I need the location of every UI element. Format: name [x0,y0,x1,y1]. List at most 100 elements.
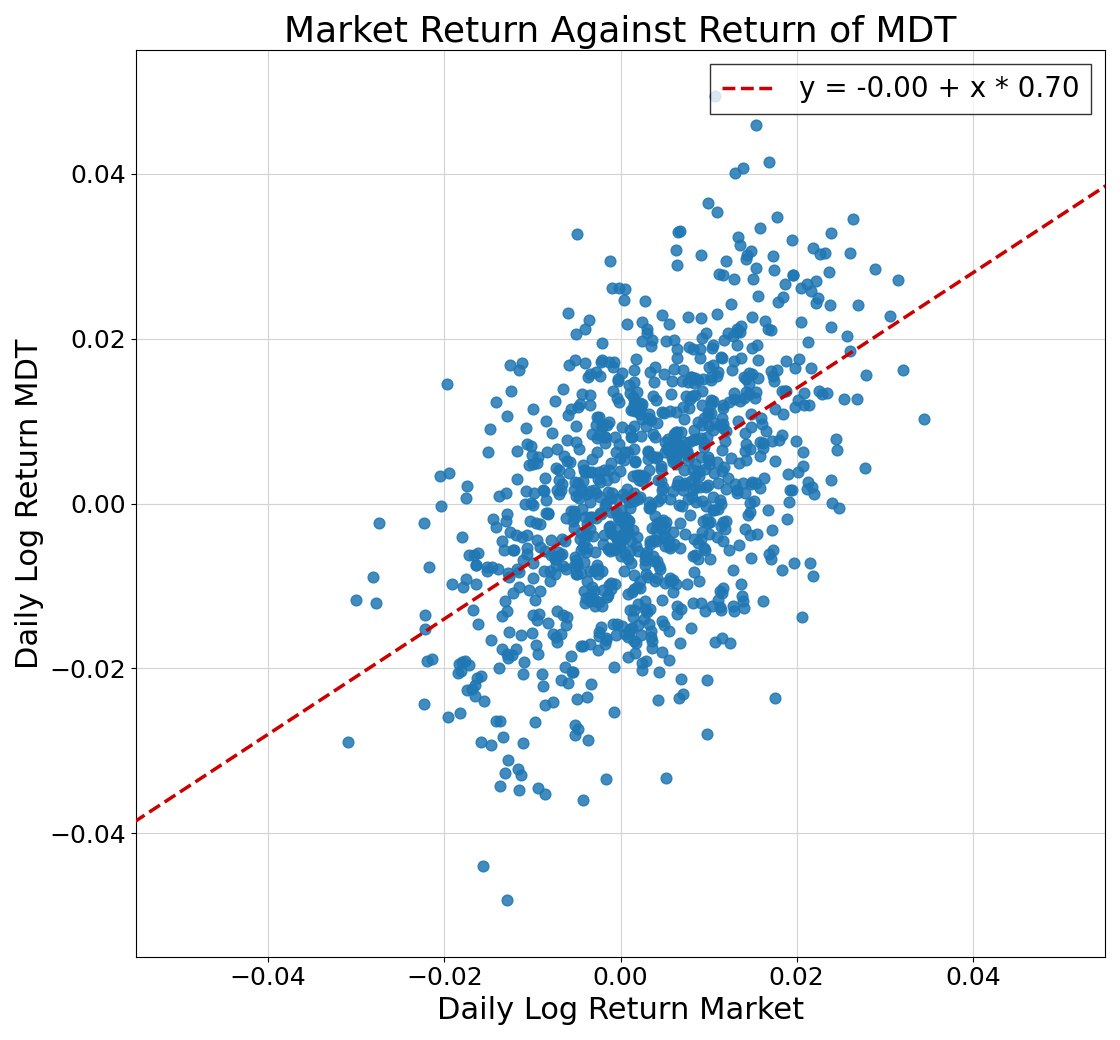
Point [692,246,710,263]
Point [502,383,520,399]
Point [792,314,810,331]
Point [690,463,708,479]
Point [642,623,660,640]
Point [774,288,792,305]
Point [529,448,547,465]
Point [576,464,594,480]
Point [682,368,700,385]
Point [679,491,697,508]
Point [590,474,608,491]
Point [638,569,656,586]
Point [647,449,665,466]
Point [558,609,576,626]
Point [459,656,477,673]
Point [596,430,614,446]
Point [697,542,715,558]
Point [552,626,570,643]
Point [603,490,620,506]
Point [692,531,710,548]
Point [625,417,643,434]
Point [642,496,660,513]
Point [608,616,626,632]
Point [517,483,535,499]
Point [748,525,766,542]
Point [699,404,717,420]
Point [652,473,670,490]
Point [766,400,784,417]
Point [915,411,933,427]
Point [661,316,679,333]
Point [661,402,679,419]
Point [759,546,777,563]
Point [759,502,777,519]
Point [813,386,831,402]
Point [564,665,582,681]
Point [736,368,754,385]
Point [612,547,629,564]
Point [622,500,640,517]
Point [780,494,797,511]
Point [718,422,736,439]
Point [601,540,619,556]
Point [585,563,603,579]
Point [650,492,668,509]
Point [715,580,732,597]
Point [771,432,788,448]
Point [672,671,690,687]
Point [580,509,598,525]
Point [600,414,618,431]
Point [681,399,699,416]
Point [645,374,663,391]
Point [674,482,692,498]
Point [625,485,643,501]
Point [553,476,571,493]
Point [618,517,636,534]
Point [633,626,651,643]
Point [612,449,629,466]
Point [644,387,662,404]
Point [866,261,884,278]
Point [666,456,684,472]
Point [646,428,664,445]
Title: Market Return Against Return of MDT: Market Return Against Return of MDT [284,15,956,49]
Point [600,354,618,370]
Point [717,253,735,269]
Point [699,515,717,531]
Point [590,426,608,443]
Point [587,364,605,381]
Point [653,644,671,660]
Point [778,511,796,527]
Point [556,532,573,549]
Point [711,491,729,508]
Point [594,563,612,579]
Point [709,500,727,517]
Point [738,248,756,264]
Point [696,602,713,619]
Point [741,406,759,422]
Point [685,564,703,580]
Point [702,371,720,388]
Point [655,574,673,591]
Point [622,401,640,418]
Point [702,395,720,412]
Point [660,536,678,552]
Point [588,444,606,461]
Point [568,691,586,707]
Point [673,498,691,515]
Point [644,548,662,565]
Point [768,294,786,311]
Point [678,388,696,405]
Point [581,397,599,414]
Point [542,532,560,549]
Point [784,266,802,283]
Point [536,697,554,713]
Point [715,399,732,416]
Point [717,513,735,529]
Point [636,593,654,609]
Point [728,336,746,353]
Point [704,357,722,373]
Point [700,359,718,375]
Point [711,582,729,599]
Point [648,415,666,432]
Point [536,785,554,802]
